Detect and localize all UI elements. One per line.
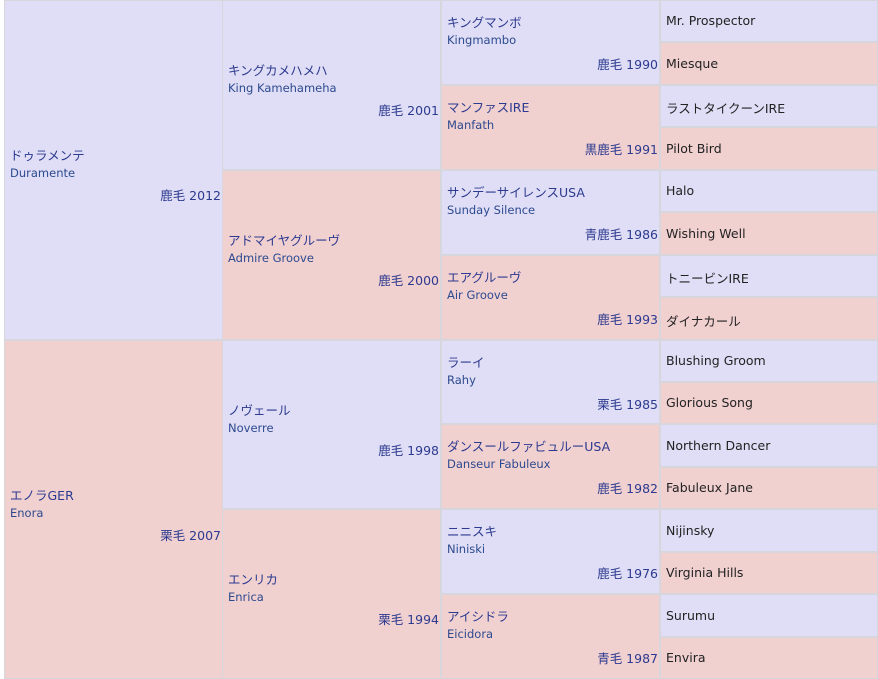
- pedigree-cell-gen4: Wishing Well: [660, 212, 878, 255]
- pedigree-cell-gen2: キングカメハメハ King Kamehameha 鹿毛 2001: [222, 0, 441, 170]
- pedigree-cell-gen4: Nijinsky: [660, 509, 878, 552]
- pedigree-cell-gen2: アドマイヤグルーヴ Admire Groove 鹿毛 2000: [222, 170, 441, 340]
- pedigree-cell-gen4: Glorious Song: [660, 382, 878, 424]
- horse-color-year: 青毛 1987: [597, 651, 658, 666]
- pedigree-cell-gen3: マンファスIRE Manfath 黒鹿毛 1991: [441, 85, 660, 170]
- horse-name-en: Sunday Silence: [447, 203, 536, 217]
- pedigree-cell-gen3: ダンスールファビュルーUSA Danseur Fabuleux 鹿毛 1982: [441, 424, 660, 509]
- horse-name-en: King Kamehameha: [228, 81, 337, 95]
- horse-color-year: 青鹿毛 1986: [584, 227, 658, 242]
- pedigree-cell-gen1: ドゥラメンテ Duramente 鹿毛 2012: [4, 0, 223, 340]
- horse-color-year: 鹿毛 1982: [597, 481, 658, 496]
- horse-name-en: Noverre: [228, 421, 274, 435]
- horse-name-jp[interactable]: ダンスールファビュルーUSA: [447, 439, 611, 454]
- horse-name[interactable]: Miesque: [666, 56, 719, 71]
- horse-name-jp[interactable]: アドマイヤグルーヴ: [228, 233, 341, 248]
- horse-color-year: 黒鹿毛 1991: [584, 142, 658, 157]
- pedigree-cell-gen2: エンリカ Enrica 栗毛 1994: [222, 509, 441, 679]
- horse-color-year: 鹿毛 1990: [597, 57, 658, 72]
- pedigree-cell-gen2: ノヴェール Noverre 鹿毛 1998: [222, 340, 441, 509]
- pedigree-cell-gen4: Miesque: [660, 42, 878, 85]
- pedigree-cell-gen3: キングマンボ Kingmambo 鹿毛 1990: [441, 0, 660, 85]
- pedigree-cell-gen4: Fabuleux Jane: [660, 467, 878, 509]
- horse-color-year: 鹿毛 1998: [378, 443, 439, 458]
- horse-name[interactable]: Pilot Bird: [666, 141, 722, 156]
- pedigree-cell-gen4: ダイナカール: [660, 297, 878, 340]
- horse-name-en: Air Groove: [447, 288, 508, 302]
- horse-color-year: 栗毛 1985: [597, 397, 658, 412]
- horse-name-jp[interactable]: キングマンボ: [447, 15, 522, 30]
- horse-name[interactable]: Nijinsky: [666, 523, 715, 538]
- horse-name-en: Danseur Fabuleux: [447, 457, 551, 471]
- horse-color-year: 栗毛 1994: [378, 612, 439, 627]
- pedigree-cell-gen4: Blushing Groom: [660, 340, 878, 382]
- horse-name-en: Duramente: [10, 166, 76, 180]
- horse-name-en: Kingmambo: [447, 33, 517, 47]
- pedigree-cell-gen4: Envira: [660, 637, 878, 679]
- horse-name[interactable]: Northern Dancer: [666, 438, 771, 453]
- horse-color-year: 栗毛 2007: [160, 528, 221, 543]
- horse-color-year: 鹿毛 1993: [597, 312, 658, 327]
- horse-name[interactable]: Virginia Hills: [666, 565, 744, 580]
- pedigree-cell-gen3: ラーイ Rahy 栗毛 1985: [441, 340, 660, 424]
- pedigree-cell-gen4: Surumu: [660, 594, 878, 637]
- horse-name[interactable]: Halo: [666, 183, 695, 198]
- pedigree-cell-gen4: Virginia Hills: [660, 552, 878, 594]
- horse-name-jp[interactable]: ラーイ: [447, 355, 485, 370]
- horse-name-jp[interactable]: ノヴェール: [228, 403, 291, 418]
- pedigree-cell-gen4: Northern Dancer: [660, 424, 878, 467]
- pedigree-cell-gen1: エノラGER Enora 栗毛 2007: [4, 340, 223, 679]
- horse-name-jp[interactable]: エノラGER: [10, 488, 74, 503]
- horse-name[interactable]: ダイナカール: [666, 314, 741, 329]
- horse-name-jp[interactable]: ニニスキ: [447, 524, 498, 539]
- horse-name-jp[interactable]: マンファスIRE: [447, 100, 530, 115]
- horse-name[interactable]: Glorious Song: [666, 395, 753, 410]
- horse-name-jp[interactable]: エアグルーヴ: [447, 270, 522, 285]
- horse-name-en: Manfath: [447, 118, 495, 132]
- horse-color-year: 鹿毛 2000: [378, 273, 439, 288]
- horse-color-year: 鹿毛 2001: [378, 103, 439, 118]
- horse-name-en: Niniski: [447, 542, 486, 556]
- pedigree-cell-gen4: Pilot Bird: [660, 127, 878, 170]
- horse-name-en: Enrica: [228, 590, 264, 604]
- horse-name[interactable]: Wishing Well: [666, 226, 746, 241]
- horse-name[interactable]: トニービンIRE: [666, 271, 749, 286]
- horse-name-jp[interactable]: サンデーサイレンスUSA: [447, 185, 585, 200]
- horse-name-jp[interactable]: ドゥラメンテ: [10, 148, 85, 163]
- pedigree-cell-gen3: アイシドラ Eicidora 青毛 1987: [441, 594, 660, 679]
- horse-name-en: Enora: [10, 506, 44, 520]
- pedigree-cell-gen3: サンデーサイレンスUSA Sunday Silence 青鹿毛 1986: [441, 170, 660, 255]
- horse-name[interactable]: Fabuleux Jane: [666, 480, 753, 495]
- pedigree-cell-gen4: Halo: [660, 170, 878, 212]
- horse-name[interactable]: ラストタイクーンIRE: [666, 101, 786, 116]
- horse-name-jp[interactable]: アイシドラ: [447, 609, 509, 624]
- horse-name-jp[interactable]: エンリカ: [228, 572, 279, 587]
- horse-color-year: 鹿毛 1976: [597, 566, 658, 581]
- horse-name-en: Admire Groove: [228, 251, 314, 265]
- pedigree-cell-gen3: ニニスキ Niniski 鹿毛 1976: [441, 509, 660, 594]
- pedigree-cell-gen4: Mr. Prospector: [660, 0, 878, 42]
- horse-name[interactable]: Blushing Groom: [666, 353, 766, 368]
- horse-color-year: 鹿毛 2012: [160, 188, 221, 203]
- horse-name[interactable]: Envira: [666, 650, 706, 665]
- pedigree-cell-gen3: エアグルーヴ Air Groove 鹿毛 1993: [441, 255, 660, 340]
- horse-name[interactable]: Surumu: [666, 608, 716, 623]
- horse-name[interactable]: Mr. Prospector: [666, 13, 756, 28]
- pedigree-cell-gen4: トニービンIRE: [660, 255, 878, 297]
- horse-name-en: Eicidora: [447, 627, 494, 641]
- horse-name-jp[interactable]: キングカメハメハ: [228, 63, 328, 78]
- pedigree-cell-gen4: ラストタイクーンIRE: [660, 85, 878, 127]
- horse-name-en: Rahy: [447, 373, 476, 387]
